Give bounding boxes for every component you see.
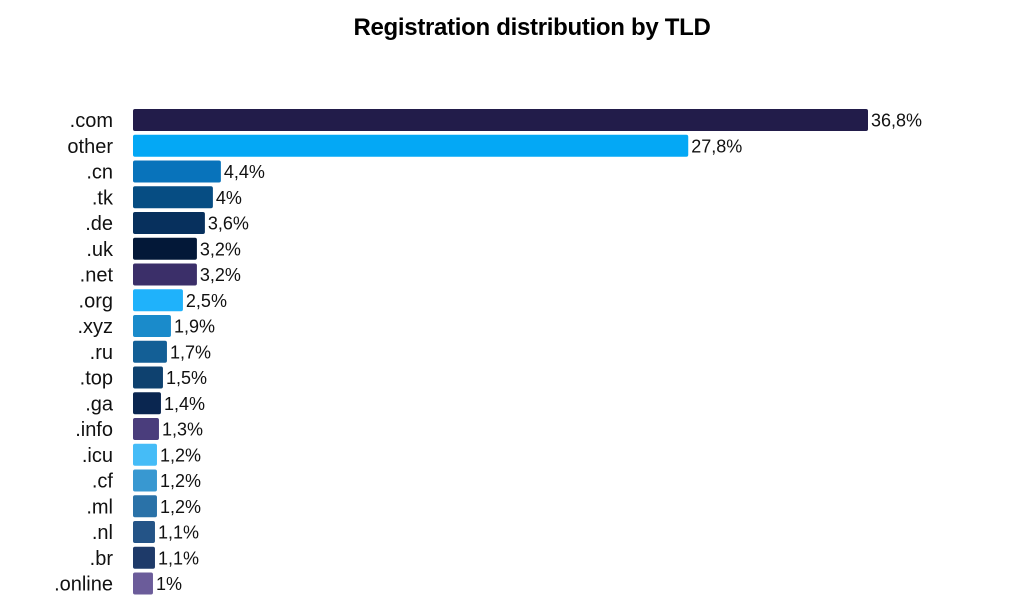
- value-label-net: 3,2%: [200, 265, 241, 285]
- category-label-info: .info: [75, 419, 113, 441]
- category-label-br: .br: [90, 548, 114, 570]
- value-label-other: 27,8%: [691, 136, 742, 156]
- value-label-cn: 4,4%: [224, 162, 265, 182]
- value-label-nl: 1,1%: [158, 523, 199, 543]
- bar-cf: [133, 469, 157, 492]
- category-label-tk: .tk: [92, 187, 114, 209]
- chart-title: Registration distribution by TLD: [353, 14, 711, 41]
- bar-info: [133, 418, 159, 440]
- bar-icu: [133, 443, 157, 466]
- bar-ru: [133, 340, 167, 363]
- bar-tk: [133, 186, 213, 209]
- category-label-uk: .uk: [86, 239, 114, 261]
- bar-de: [133, 212, 205, 234]
- value-label-com: 36,8%: [871, 111, 922, 131]
- bar-nl: [133, 521, 155, 543]
- category-label-ml: .ml: [86, 496, 113, 518]
- category-label-de: .de: [85, 213, 113, 235]
- bar-online: [133, 572, 153, 595]
- bar-xyz: [133, 315, 171, 337]
- category-label-nl: .nl: [92, 522, 113, 544]
- category-label-xyz: .xyz: [77, 316, 113, 338]
- bar-top: [133, 366, 163, 389]
- value-label-icu: 1,2%: [160, 445, 201, 465]
- bar-uk: [133, 237, 197, 260]
- value-label-xyz: 1,9%: [174, 317, 215, 337]
- category-labels: .com other .cn .tk .de .uk .net .org .xyz .ru .top…: [54, 110, 114, 596]
- category-label-cf: .cf: [92, 471, 114, 493]
- category-label-top: .top: [80, 368, 113, 390]
- value-label-info: 1,3%: [162, 420, 203, 440]
- value-label-cf: 1,2%: [160, 471, 201, 491]
- value-labels: 36,8% 27,8% 4,4% 4% 3,6% 3,2% 3,2% 2,5% 1,9% 1,7%…: [156, 111, 922, 595]
- bar-br: [133, 546, 155, 569]
- category-label-icu: .icu: [82, 445, 113, 467]
- category-label-online: .online: [54, 574, 113, 596]
- value-label-org: 2,5%: [186, 291, 227, 311]
- value-label-de: 3,6%: [208, 214, 249, 234]
- bar-other: [133, 134, 689, 157]
- value-label-uk: 3,2%: [200, 239, 241, 259]
- category-label-cn: .cn: [86, 162, 113, 184]
- bar-cn: [133, 160, 221, 183]
- category-label-net: .net: [80, 265, 114, 287]
- category-label-other: other: [67, 136, 113, 158]
- value-label-ml: 1,2%: [160, 497, 201, 517]
- bars-group: [133, 109, 868, 595]
- category-label-com: .com: [70, 110, 113, 132]
- bar-com: [133, 109, 868, 131]
- value-label-ru: 1,7%: [170, 342, 211, 362]
- category-label-ga: .ga: [85, 393, 114, 415]
- value-label-online: 1%: [156, 574, 182, 594]
- value-label-br: 1,1%: [158, 548, 199, 568]
- bar-ga: [133, 392, 161, 415]
- bar-net: [133, 263, 197, 286]
- category-label-org: .org: [79, 290, 113, 312]
- category-label-ru: .ru: [90, 342, 113, 364]
- bar-org: [133, 289, 183, 312]
- value-label-ga: 1,4%: [164, 394, 205, 414]
- value-label-tk: 4%: [216, 188, 242, 208]
- bar-ml: [133, 495, 157, 518]
- value-label-top: 1,5%: [166, 368, 207, 388]
